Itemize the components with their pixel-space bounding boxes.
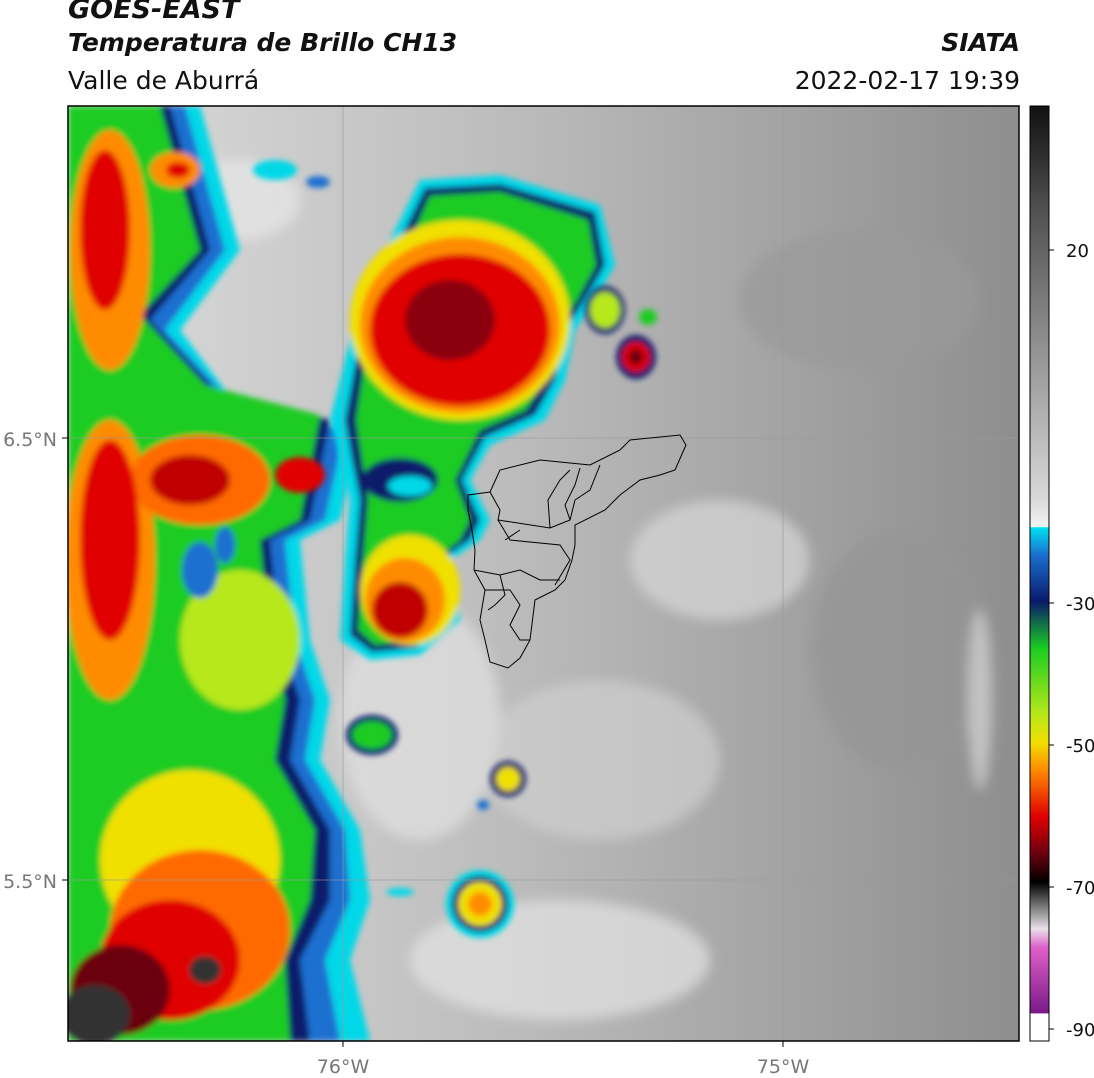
colorbar-gradient [1029, 105, 1050, 1042]
lon-tick-label: 75°W [757, 1056, 810, 1078]
lat-tick-label: 6.5°N [3, 429, 57, 451]
aburra-valley-outline [467, 434, 687, 669]
map-frame [67, 105, 1020, 1042]
colorbar-tick-label: 20 [1066, 241, 1089, 262]
colorbar-tick-label: -90 [1066, 1020, 1094, 1041]
brightness-temperature-field [68, 106, 1019, 1041]
lat-tick-label: 5.5°N [3, 871, 57, 893]
agency-label: SIATA [941, 28, 1020, 57]
colorbar-tick-label: -50 [1066, 736, 1094, 757]
product-title: Temperatura de Brillo CH13 [68, 28, 458, 57]
colorbar-tick-label: -30 [1066, 594, 1094, 615]
datetime-label: 2022-02-17 19:39 [794, 66, 1020, 95]
gridlines [68, 106, 1019, 1041]
lon-tick-label: 76°W [317, 1056, 370, 1078]
satellite-title: GOES-EAST [68, 0, 240, 25]
colorbar-tick-label: -70 [1066, 878, 1094, 899]
region-subtitle: Valle de Aburrá [68, 66, 260, 95]
